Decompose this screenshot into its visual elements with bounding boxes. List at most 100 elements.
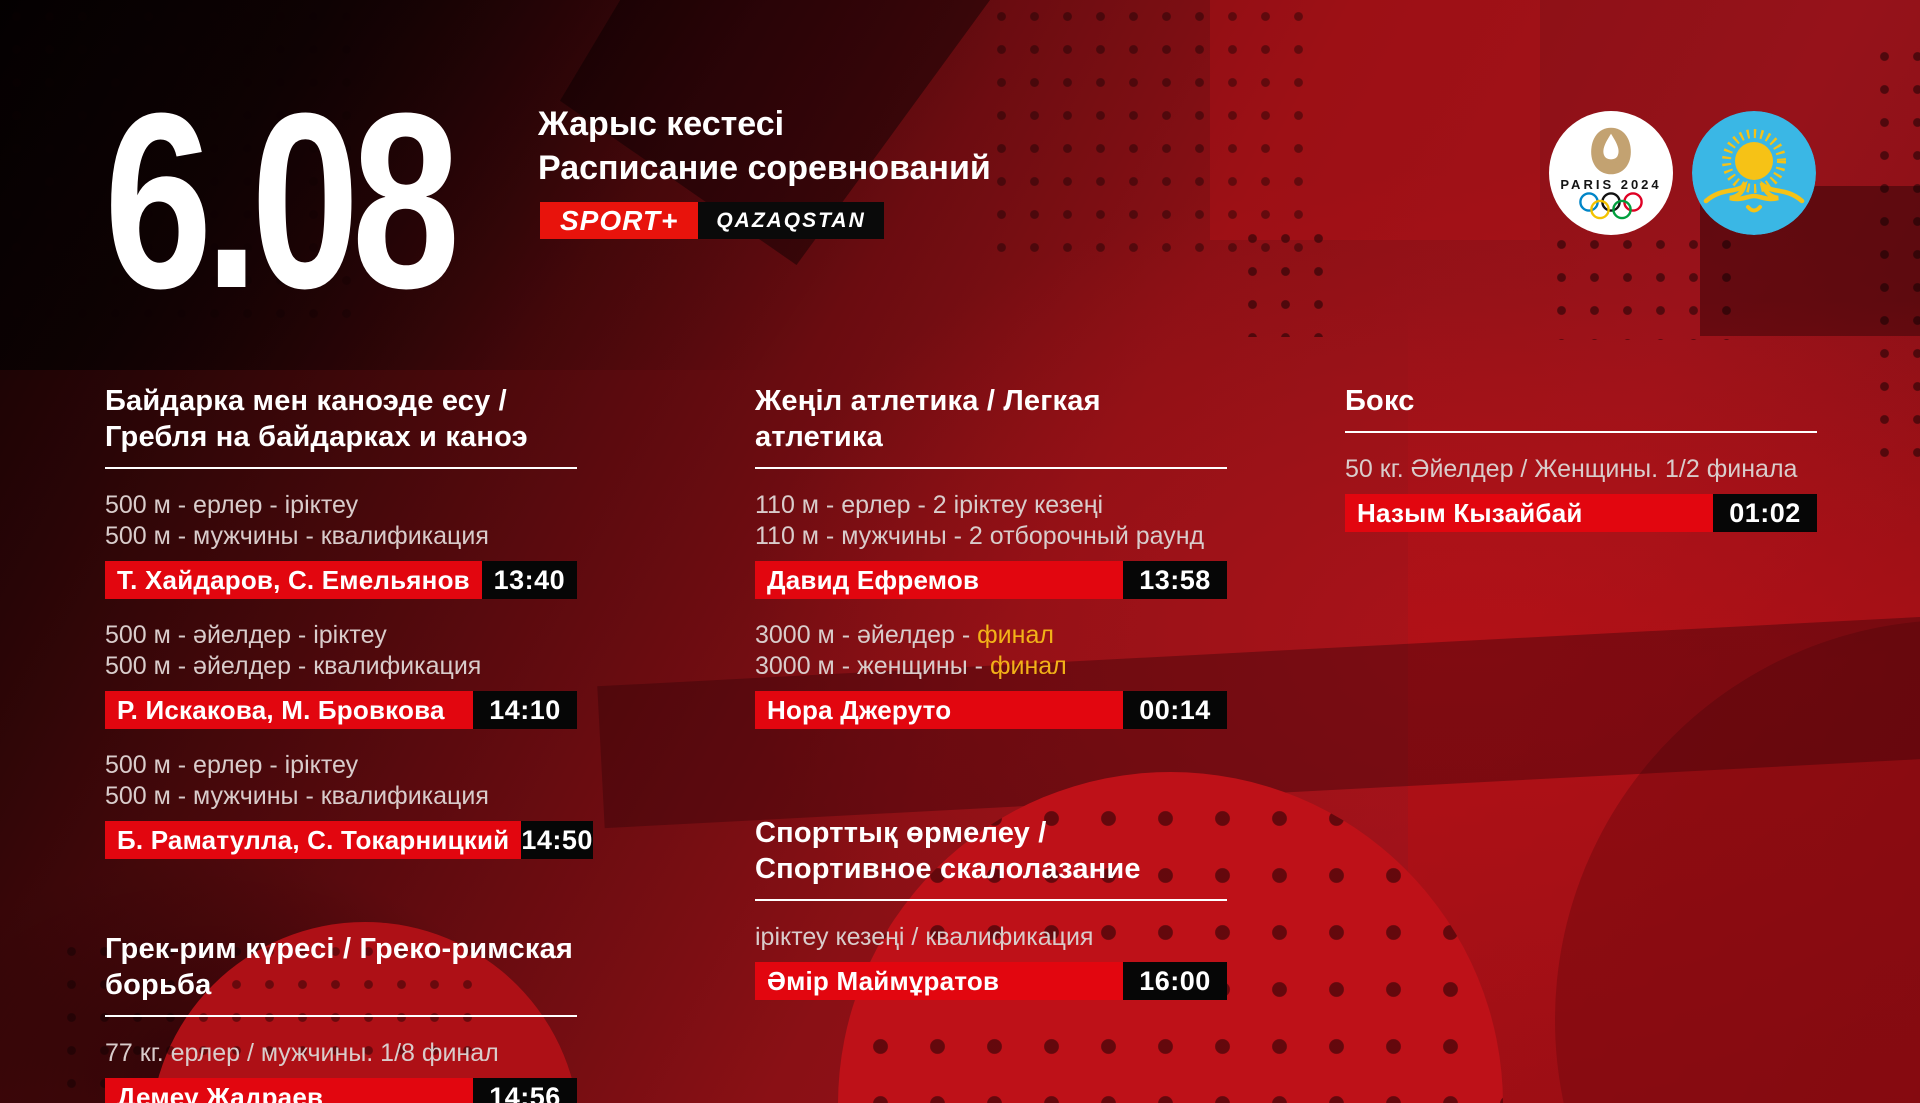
paris-flame-icon: [1591, 127, 1631, 175]
event-label: 500 м - ерлер - іріктеу: [105, 491, 359, 519]
page-title: Жарыс кестесі Расписание соревнований: [538, 102, 991, 190]
event-label: 500 м - мужчины - квалификация: [105, 782, 489, 810]
section-canoe: Байдарка мен каноэде есу / Гребля на бай…: [105, 383, 593, 859]
qazaqstan-label: QAZAQSTAN: [698, 202, 884, 239]
schedule-entry: 77 кг. ерлер / мужчины. 1/8 финал Демеу …: [105, 1038, 577, 1103]
section-title-line: Жеңіл атлетика / Легкая атлетика: [755, 385, 1101, 453]
event-label: 500 м - әйелдер - квалификация: [105, 652, 482, 680]
athlete-name: Назым Кызайбай: [1345, 494, 1713, 532]
decor-dot-grid: [1545, 228, 1750, 340]
decor-dot-grid: [1868, 40, 1920, 470]
event-description: 500 м - ерлер - іріктеу 500 м - мужчины …: [105, 750, 577, 812]
section-title-line: Байдарка мен каноэде есу /: [105, 385, 507, 417]
schedule-entry: 3000 м - әйелдер - финал 3000 м - женщин…: [755, 620, 1227, 729]
event-time: 14:56: [473, 1078, 577, 1103]
event-label: 110 м - мужчины - 2 отборочный раунд: [755, 522, 1205, 550]
schedule-entry: іріктеу кезеңі / квалификация Әмір Маймұ…: [755, 922, 1227, 1000]
final-highlight: финал: [977, 621, 1054, 649]
event-description: іріктеу кезеңі / квалификация: [755, 922, 1227, 953]
section-title: Спорттық өрмелеу / Спортивное скалолазан…: [755, 815, 1227, 887]
athlete-name: Т. Хайдаров, С. Емельянов: [105, 561, 482, 599]
event-description: 3000 м - әйелдер - финал 3000 м - женщин…: [755, 620, 1227, 682]
decor-top-left-dark-shape: [0, 0, 1000, 370]
section-underline: [755, 467, 1227, 469]
olympic-rings-icon: [1579, 192, 1643, 220]
section-title: Байдарка мен каноэде есу / Гребля на бай…: [105, 383, 577, 455]
final-highlight: финал: [989, 652, 1067, 680]
schedule-column-3: Бокс 50 кг. Әйелдер / Женщины. 1/2 финал…: [1345, 383, 1817, 532]
athlete-name: Р. Искакова, М. Бровкова: [105, 691, 473, 729]
athlete-row: Нора Джеруто 00:14: [755, 691, 1227, 729]
broadcaster-badge: SPORT+ QAZAQSTAN: [540, 202, 884, 239]
event-time: 00:14: [1123, 691, 1227, 729]
event-label: 500 м - ерлер - іріктеу: [105, 751, 359, 779]
section-title-line: Спортивное скалолазание: [755, 853, 1141, 885]
paris-2024-wordmark: PARIS 2024: [1560, 177, 1662, 192]
event-time: 13:58: [1123, 561, 1227, 599]
event-time: 01:02: [1713, 494, 1817, 532]
event-time: 16:00: [1123, 962, 1227, 1000]
decor-dot-grid: [55, 935, 485, 1103]
section-title: Бокс: [1345, 383, 1817, 419]
event-label: 50 кг. Әйелдер / Женщины. 1/2 финала: [1345, 455, 1798, 483]
athlete-row: Т. Хайдаров, С. Емельянов 13:40: [105, 561, 577, 599]
decor-dot-grid: [0, 0, 360, 340]
event-description: 77 кг. ерлер / мужчины. 1/8 финал: [105, 1038, 577, 1069]
section-underline: [105, 467, 577, 469]
paris-2024-logo: PARIS 2024: [1549, 111, 1673, 235]
event-description: 500 м - әйелдер - іріктеу 500 м - әйелде…: [105, 620, 577, 682]
event-label: 3000 м - әйелдер - финал: [755, 620, 1227, 651]
event-label: 3000 м - женщины - финал: [755, 651, 1227, 682]
schedule-column-2: Жеңіл атлетика / Легкая атлетика 110 м -…: [755, 383, 1227, 1000]
event-label-text: 3000 м - әйелдер -: [755, 621, 978, 649]
decor-top-right-red-block: [1210, 0, 1540, 240]
athlete-row: Демеу Жадраев 14:56: [105, 1078, 577, 1103]
schedule-entry: 50 кг. Әйелдер / Женщины. 1/2 финала Наз…: [1345, 454, 1817, 532]
sportplus-logo: SPORT+: [540, 202, 699, 239]
schedule-entry: 110 м - ерлер - 2 іріктеу кезеңі 110 м -…: [755, 490, 1227, 599]
date-heading: 6.08: [104, 61, 460, 340]
athlete-name: Әмір Маймұратов: [755, 962, 1123, 1000]
section-title-line: Грек-рим күресі / Греко-римская борьба: [105, 933, 574, 1001]
section-climbing: Спорттық өрмелеу / Спортивное скалолазан…: [755, 815, 1227, 1000]
event-description: 50 кг. Әйелдер / Женщины. 1/2 финала: [1345, 454, 1817, 485]
event-label: 77 кг. ерлер / мужчины. 1/8 финал: [105, 1039, 499, 1067]
section-underline: [755, 899, 1227, 901]
schedule-entry: 500 м - ерлер - іріктеу 500 м - мужчины …: [105, 490, 577, 599]
event-label: 500 м - әйелдер - іріктеу: [105, 621, 387, 649]
athlete-name: Давид Ефремов: [755, 561, 1123, 599]
kazakhstan-flag-sun-eagle-icon: [1692, 111, 1816, 235]
athlete-name: Демеу Жадраев: [105, 1078, 473, 1103]
section-title-line: Бокс: [1345, 385, 1415, 417]
title-kazakh: Жарыс кестесі: [538, 105, 785, 143]
schedule-column-1: Байдарка мен каноэде есу / Гребля на бай…: [105, 383, 593, 1103]
athlete-row: Давид Ефремов 13:58: [755, 561, 1227, 599]
athlete-row: Назым Кызайбай 01:02: [1345, 494, 1817, 532]
athlete-name: Б. Раматулла, С. Токарницкий: [105, 821, 522, 859]
section-underline: [1345, 431, 1817, 433]
section-title: Жеңіл атлетика / Легкая атлетика: [755, 383, 1227, 455]
event-label-text: 3000 м - женщины -: [755, 652, 990, 680]
event-time: 14:10: [473, 691, 577, 729]
section-underline: [105, 1015, 577, 1017]
section-title: Грек-рим күресі / Греко-римская борьба: [105, 931, 577, 1003]
athlete-row: Әмір Маймұратов 16:00: [755, 962, 1227, 1000]
event-time: 13:40: [481, 561, 577, 599]
event-label: 110 м - ерлер - 2 іріктеу кезеңі: [755, 491, 1104, 519]
event-label: 500 м - мужчины - квалификация: [105, 522, 489, 550]
section-boxing: Бокс 50 кг. Әйелдер / Женщины. 1/2 финал…: [1345, 383, 1817, 532]
event-label: іріктеу кезеңі / квалификация: [755, 923, 1094, 951]
section-athletics: Жеңіл атлетика / Легкая атлетика 110 м -…: [755, 383, 1227, 729]
schedule-entry: 500 м - әйелдер - іріктеу 500 м - әйелде…: [105, 620, 577, 729]
athlete-row: Р. Искакова, М. Бровкова 14:10: [105, 691, 577, 729]
decor-dot-grid: [1236, 222, 1336, 337]
event-time: 14:50: [521, 821, 593, 859]
section-title-line: Спорттық өрмелеу /: [755, 817, 1047, 849]
athlete-name: Нора Джеруто: [755, 691, 1123, 729]
section-title-line: Гребля на байдарках и каноэ: [105, 421, 528, 453]
title-russian: Расписание соревнований: [538, 149, 991, 187]
athlete-row: Б. Раматулла, С. Токарницкий 14:50: [105, 821, 593, 859]
section-wrestling: Грек-рим күресі / Греко-римская борьба 7…: [105, 931, 577, 1103]
event-description: 110 м - ерлер - 2 іріктеу кезеңі 110 м -…: [755, 490, 1227, 552]
